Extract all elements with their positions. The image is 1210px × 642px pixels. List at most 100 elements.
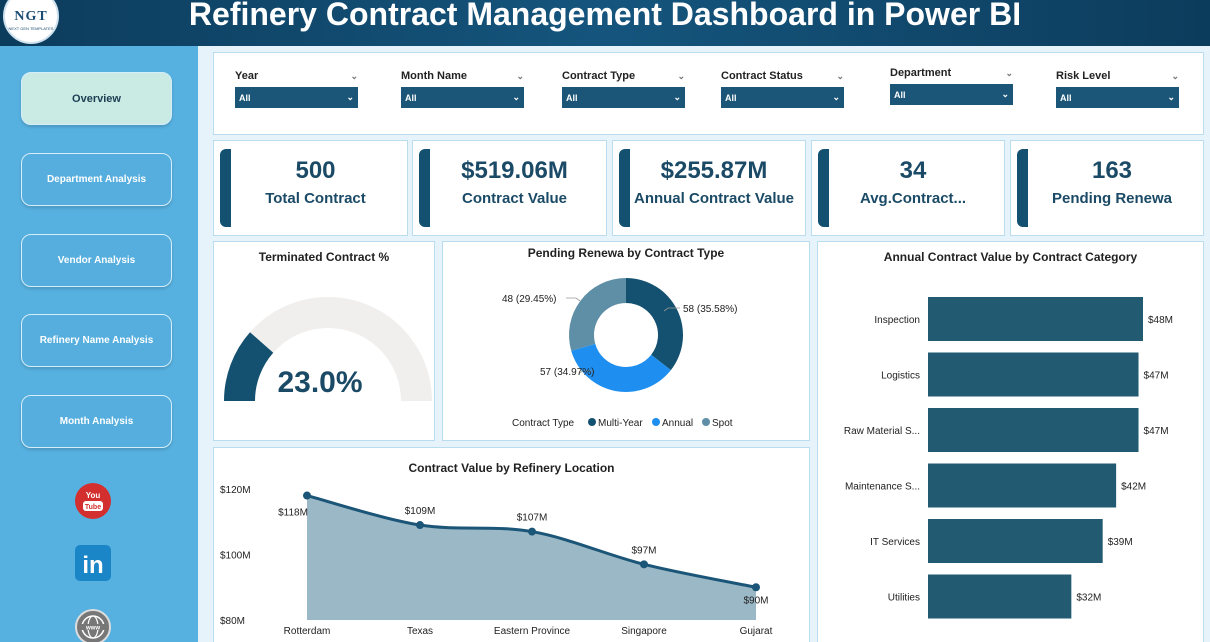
contract-status-slicer[interactable]: Contract Status ⌄ All ⌄ — [721, 65, 844, 108]
legend-item-spot[interactable]: Spot — [712, 418, 733, 429]
svg-text:in: in — [82, 552, 103, 579]
bar-chart: Inspection $48M Logistics $47M Raw Material … — [844, 297, 1173, 619]
kpi-card-avg-contract: 34 Avg.Contract... — [811, 140, 1005, 236]
data-point[interactable] — [416, 521, 424, 530]
donut-slice-spot[interactable] — [569, 278, 626, 351]
svg-text:You: You — [86, 491, 101, 500]
gauge-track — [224, 297, 432, 401]
risk-level-dropdown[interactable]: All ⌄ — [1056, 87, 1179, 108]
contract-type-slicer[interactable]: Contract Type ⌄ All ⌄ — [562, 65, 685, 108]
logo-text: NGT — [14, 9, 48, 24]
area-chart: $120M $100M $80M $118M Rotterdam $109M Texas $1… — [220, 485, 773, 637]
bar[interactable] — [928, 574, 1072, 619]
terminated-contract-gauge-panel: Terminated Contract % 23.0% — [213, 241, 435, 441]
nav-overview-button[interactable]: Overview — [21, 72, 172, 125]
donut-slice-annual[interactable] — [571, 343, 671, 392]
year-dropdown[interactable]: All ⌄ — [235, 87, 358, 108]
data-label: $118M — [278, 508, 308, 519]
chevron-down-icon: ⌄ — [1001, 89, 1009, 99]
legend-title: Contract Type — [512, 418, 575, 429]
department-dropdown[interactable]: All ⌄ — [890, 84, 1013, 105]
youtube-icon[interactable]: You Tube — [74, 482, 112, 520]
donut-title: Pending Renewa by Contract Type — [527, 246, 725, 260]
nav-vendor-analysis-button[interactable]: Vendor Analysis — [21, 234, 172, 287]
label-leader-line — [663, 307, 680, 312]
chevron-down-icon[interactable]: ⌄ — [836, 70, 844, 81]
contract-type-value: All — [566, 92, 578, 103]
legend-swatch-spot — [702, 418, 710, 426]
month-slicer[interactable]: Month Name ⌄ All ⌄ — [401, 65, 524, 108]
kpi-value: $255.87M — [660, 157, 768, 184]
data-point[interactable] — [528, 527, 536, 536]
label-leader-line — [578, 370, 593, 374]
gauge-title: Terminated Contract % — [258, 250, 390, 264]
gauge-chart: 23.0% — [224, 297, 432, 401]
bar[interactable] — [928, 519, 1103, 563]
bar-category-label: Utilities — [888, 593, 920, 604]
chevron-down-icon: ⌄ — [1167, 92, 1175, 102]
data-point[interactable] — [303, 491, 311, 500]
svg-text:Tube: Tube — [85, 504, 101, 511]
bar[interactable] — [928, 463, 1117, 508]
nav-refinery-name-analysis-button[interactable]: Refinery Name Analysis — [21, 314, 172, 367]
bar-value-label: $47M — [1144, 371, 1169, 382]
data-point[interactable] — [752, 583, 760, 592]
filter-panel: Year ⌄ All ⌄ Month Name ⌄ All ⌄ Contract Typ… — [213, 52, 1204, 135]
month-dropdown[interactable]: All ⌄ — [401, 87, 524, 108]
x-tick-label: Rotterdam — [284, 626, 331, 637]
kpi-label: Annual Contract Value — [633, 190, 795, 207]
data-label: $90M — [743, 595, 768, 606]
bar[interactable] — [928, 408, 1139, 452]
chevron-down-icon[interactable]: ⌄ — [1171, 70, 1179, 81]
department-value: All — [894, 89, 906, 100]
linkedin-icon[interactable]: in — [74, 544, 112, 582]
department-slicer[interactable]: Department ⌄ All ⌄ — [890, 62, 1013, 105]
bar-category-label: Logistics — [881, 371, 920, 382]
month-value: All — [405, 92, 417, 103]
bar[interactable] — [928, 352, 1139, 397]
contract-value-by-location-panel: Contract Value by Refinery Location $120… — [213, 447, 810, 642]
contract-status-value: All — [725, 92, 737, 103]
risk-level-slicer[interactable]: Risk Level ⌄ All ⌄ — [1056, 65, 1179, 108]
bar-category-label: Maintenance S... — [845, 482, 920, 493]
bar-category-label: Inspection — [874, 315, 920, 326]
slice-label-annual: 57 (34.97%) — [540, 367, 594, 378]
kpi-card-contract-value: $519.06M Contract Value — [412, 140, 607, 236]
header-bar: NGT NEXT GEN TEMPLATES Refinery Contract… — [0, 0, 1210, 46]
bar[interactable] — [928, 297, 1143, 341]
annual-value-by-category-panel: Annual Contract Value by Contract Catego… — [817, 241, 1204, 642]
year-value: All — [239, 92, 251, 103]
y-tick-label: $80M — [220, 616, 245, 627]
chevron-down-icon[interactable]: ⌄ — [677, 70, 685, 81]
x-tick-label: Texas — [407, 626, 433, 637]
chevron-down-icon[interactable]: ⌄ — [516, 70, 524, 81]
kpi-accent-bar — [619, 149, 630, 227]
x-tick-label: Singapore — [621, 626, 667, 637]
contract-type-slicer-label: Contract Type — [562, 70, 636, 82]
chevron-down-icon: ⌄ — [673, 92, 681, 102]
year-slicer-label: Year — [235, 70, 259, 82]
area-chart-title: Contract Value by Refinery Location — [408, 461, 615, 475]
year-slicer[interactable]: Year ⌄ All ⌄ — [235, 65, 358, 108]
kpi-value: 500 — [295, 157, 336, 184]
chevron-down-icon[interactable]: ⌄ — [1005, 67, 1013, 78]
y-tick-label: $120M — [220, 485, 251, 496]
page-title: Refinery Contract Management Dashboard i… — [188, 0, 1022, 32]
nav-month-analysis-button[interactable]: Month Analysis — [21, 395, 172, 448]
sidebar: Overview Department Analysis Vendor Anal… — [0, 46, 198, 642]
company-logo: NGT NEXT GEN TEMPLATES — [3, 0, 59, 44]
data-point[interactable] — [640, 560, 648, 569]
contract-status-dropdown[interactable]: All ⌄ — [721, 87, 844, 108]
kpi-label: Total Contract — [265, 190, 366, 207]
legend-item-annual[interactable]: Annual — [662, 418, 693, 429]
nav-department-analysis-button[interactable]: Department Analysis — [21, 153, 172, 206]
chevron-down-icon: ⌄ — [832, 92, 840, 102]
legend-item-multi-year[interactable]: Multi-Year — [598, 418, 643, 429]
donut-slice-multi-year[interactable] — [626, 278, 683, 371]
risk-level-value: All — [1060, 92, 1072, 103]
website-icon[interactable]: www — [74, 608, 112, 642]
data-label: $107M — [517, 513, 548, 524]
chevron-down-icon[interactable]: ⌄ — [350, 70, 358, 81]
contract-type-dropdown[interactable]: All ⌄ — [562, 87, 685, 108]
contract-status-slicer-label: Contract Status — [721, 70, 803, 82]
